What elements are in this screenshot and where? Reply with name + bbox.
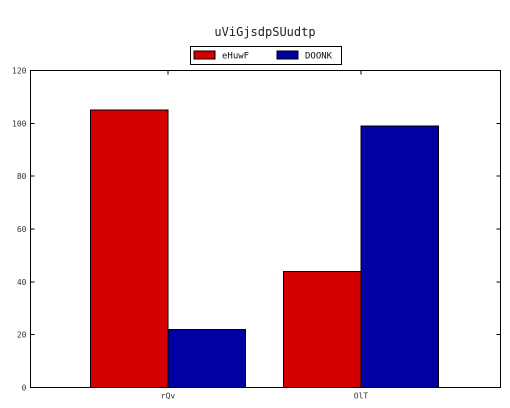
legend-swatch-doonk	[276, 50, 299, 60]
y-tick-label: 100	[12, 119, 27, 128]
ticks-layer: 0 20 40 60 80 100 120 rQv OlT	[12, 67, 501, 401]
legend-box	[190, 46, 342, 65]
y-tick-label: 0	[22, 384, 27, 393]
legend-label-doonk: DOONK	[305, 52, 333, 62]
y-tick-label: 60	[17, 225, 27, 234]
y-tick-label: 40	[17, 278, 27, 287]
y-tick-label: 20	[17, 331, 27, 340]
bar-doonk-olt	[360, 125, 439, 388]
legend: eHuwF DOONK	[190, 46, 342, 65]
bars-layer	[90, 109, 439, 388]
legend-label-ehuwf: eHuwF	[222, 52, 249, 62]
y-tick-label: 120	[12, 67, 27, 76]
plot-area-frame	[30, 70, 501, 388]
chart-title: uViGjsdpSUudtp	[214, 25, 315, 39]
bar-ehuwf-olt	[283, 270, 362, 388]
bar-doonk-rqv	[167, 328, 246, 388]
x-tick-label-olt: OlT	[354, 392, 369, 401]
legend-swatch-ehuwf	[193, 50, 216, 60]
x-tick-label-rqv: rQv	[161, 392, 176, 401]
y-tick-label: 80	[17, 172, 27, 181]
bar-ehuwf-rqv	[90, 109, 169, 388]
